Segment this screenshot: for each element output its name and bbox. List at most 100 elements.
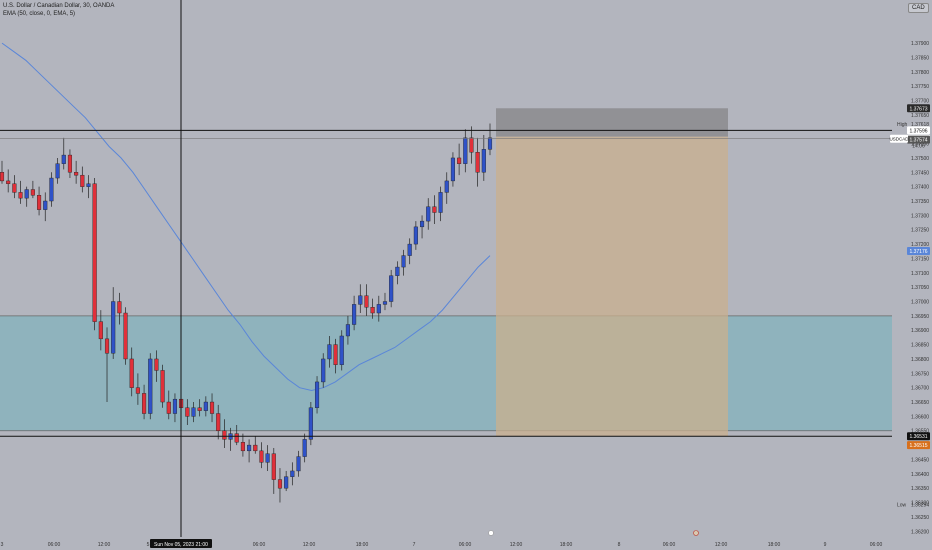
candle-body-down	[253, 445, 257, 451]
candle-body-up	[25, 190, 29, 199]
candle-body-down	[334, 345, 338, 365]
x-tick-label: 9	[824, 542, 827, 548]
candle-body-down	[198, 408, 202, 411]
candle-body-up	[148, 359, 152, 414]
candle-body-up	[328, 345, 332, 359]
candle-body-down	[68, 155, 72, 172]
candle-body-down	[6, 181, 10, 184]
ema-price-tag: 1.37176	[909, 249, 927, 255]
candle-body-up	[408, 244, 412, 255]
candle-body-down	[457, 158, 461, 164]
candle	[148, 353, 152, 419]
y-tick-label: 1.36350	[911, 486, 929, 492]
y-tick-label: 1.36650	[911, 400, 929, 406]
high-label: High	[897, 122, 908, 128]
x-tick-label: 06:00	[663, 542, 676, 548]
candle-body-down	[124, 313, 128, 359]
candle-body-down	[136, 388, 140, 394]
candle-body-up	[383, 302, 387, 305]
low-label: Low	[897, 502, 907, 508]
currency-badge[interactable]: CAD	[908, 3, 929, 13]
y-tick-label: 1.37700	[911, 99, 929, 105]
candle-body-up	[192, 408, 196, 417]
candle-body-down	[365, 296, 369, 307]
x-tick-label: 3	[1, 542, 4, 548]
candle-body-down	[161, 370, 165, 402]
candle-body-down	[185, 408, 189, 417]
candle-body-down	[31, 190, 35, 196]
stop-loss-box	[496, 108, 728, 136]
candle	[161, 365, 165, 408]
entry-price-tag: 1.37574	[909, 138, 927, 144]
x-tick-label: 12:00	[510, 542, 523, 548]
y-tick-label: 1.36850	[911, 343, 929, 349]
candle-countdown: 14:06	[912, 144, 925, 150]
candle-body-down	[155, 359, 159, 370]
y-tick-label: 1.36900	[911, 328, 929, 334]
y-tick-label: 1.36800	[911, 357, 929, 363]
candle-body-up	[389, 276, 393, 302]
y-tick-label: 1.37650	[911, 113, 929, 119]
x-tick-label: 8	[618, 542, 621, 548]
candle-body-up	[321, 359, 325, 382]
candle-body-up	[414, 227, 418, 244]
x-tick-label: 18:00	[560, 542, 573, 548]
candle	[340, 330, 344, 370]
y-tick-label: 1.37050	[911, 285, 929, 291]
candle-body-up	[439, 192, 443, 212]
symbol-title: U.S. Dollar / Canadian Dollar, 30, OANDA	[3, 3, 114, 9]
candle-body-up	[377, 304, 381, 313]
symbol-tag: USDCAD	[889, 137, 909, 142]
y-tick-label: 1.36600	[911, 414, 929, 420]
candle-body-up	[290, 471, 294, 477]
candle-body-down	[223, 431, 227, 440]
candle-body-down	[99, 322, 103, 339]
candle-body-up	[50, 178, 54, 201]
candle-body-up	[43, 201, 47, 210]
x-tick-label: 06:00	[253, 542, 266, 548]
candle-body-up	[395, 267, 399, 276]
candle-body-up	[247, 445, 251, 451]
y-tick-label: 1.37250	[911, 228, 929, 234]
x-tick-label: 18:00	[768, 542, 781, 548]
demand-zone	[0, 316, 892, 431]
crosshair-time-label: Sun Nov 05, 2023 21:00	[154, 542, 208, 548]
y-tick-label: 1.36950	[911, 314, 929, 320]
candle-body-down	[241, 442, 245, 451]
candle-body-up	[87, 184, 91, 187]
y-tick-label: 1.37300	[911, 213, 929, 219]
candle-body-down	[371, 307, 375, 313]
candle-body-up	[284, 477, 288, 488]
candle-body-down	[433, 207, 437, 213]
high-value: 1.37618	[911, 122, 929, 128]
candle-body-down	[13, 184, 17, 193]
position-tool[interactable]	[496, 108, 728, 436]
candle-body-up	[315, 382, 319, 408]
candle	[309, 402, 313, 445]
candle-body-up	[482, 149, 486, 172]
candle-body-down	[142, 393, 146, 413]
candle-body-down	[118, 302, 122, 313]
candle-body-down	[37, 195, 41, 209]
price-axis[interactable]: 1.379001.378501.378001.377501.377001.376…	[889, 0, 932, 550]
candle-body-down	[0, 172, 4, 181]
y-tick-label: 1.37850	[911, 55, 929, 61]
x-tick-label: 5	[147, 542, 150, 548]
candle-body-up	[56, 164, 60, 178]
candle-body-up	[62, 155, 66, 164]
candle-body-up	[303, 439, 307, 456]
candle-body-down	[167, 402, 171, 413]
y-tick-label: 1.37150	[911, 256, 929, 262]
y-tick-label: 1.37400	[911, 185, 929, 191]
x-tick-label: 7	[413, 542, 416, 548]
candle-body-up	[297, 457, 301, 471]
x-tick-label: 12:00	[98, 542, 111, 548]
x-tick-label: 06:00	[870, 542, 883, 548]
y-tick-label: 1.36750	[911, 371, 929, 377]
candle-body-up	[340, 336, 344, 365]
candle-body-up	[420, 221, 424, 227]
indicator-legend: EMA (50, close, 0, EMA, 5)	[3, 11, 75, 17]
y-tick-label: 1.36700	[911, 386, 929, 392]
